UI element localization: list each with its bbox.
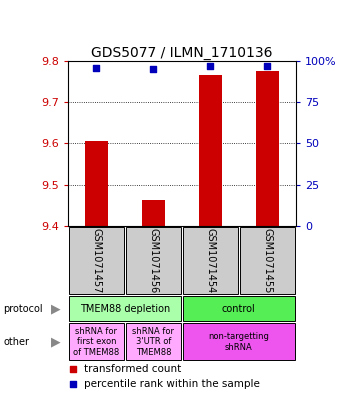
Text: transformed count: transformed count <box>84 364 181 374</box>
Bar <box>183 296 295 321</box>
Text: non-targetting
shRNA: non-targetting shRNA <box>208 332 269 352</box>
Point <box>208 62 213 69</box>
Point <box>265 62 270 69</box>
Bar <box>69 323 124 360</box>
Title: GDS5077 / ILMN_1710136: GDS5077 / ILMN_1710136 <box>91 46 273 60</box>
Text: ▶: ▶ <box>51 335 61 349</box>
Point <box>94 65 99 72</box>
Bar <box>126 227 181 294</box>
Bar <box>126 323 181 360</box>
Text: GSM1071454: GSM1071454 <box>205 228 215 293</box>
Bar <box>142 200 165 226</box>
Text: ▶: ▶ <box>51 302 61 315</box>
Bar <box>256 71 279 226</box>
Text: percentile rank within the sample: percentile rank within the sample <box>84 379 260 389</box>
Bar <box>199 75 222 226</box>
Bar <box>85 141 108 226</box>
Text: GSM1071457: GSM1071457 <box>91 228 101 293</box>
Point <box>70 366 75 372</box>
Text: GSM1071456: GSM1071456 <box>149 228 158 293</box>
Bar <box>240 227 295 294</box>
Text: TMEM88 depletion: TMEM88 depletion <box>80 303 170 314</box>
Text: control: control <box>222 303 256 314</box>
Text: protocol: protocol <box>3 303 43 314</box>
Bar <box>183 323 295 360</box>
Text: GSM1071455: GSM1071455 <box>262 228 272 293</box>
Text: shRNA for
first exon
of TMEM88: shRNA for first exon of TMEM88 <box>73 327 120 357</box>
Point <box>151 66 156 73</box>
Bar <box>69 227 124 294</box>
Bar <box>183 227 238 294</box>
Point <box>70 380 75 387</box>
Text: shRNA for
3'UTR of
TMEM88: shRNA for 3'UTR of TMEM88 <box>132 327 174 357</box>
Bar <box>69 296 181 321</box>
Text: other: other <box>3 337 29 347</box>
